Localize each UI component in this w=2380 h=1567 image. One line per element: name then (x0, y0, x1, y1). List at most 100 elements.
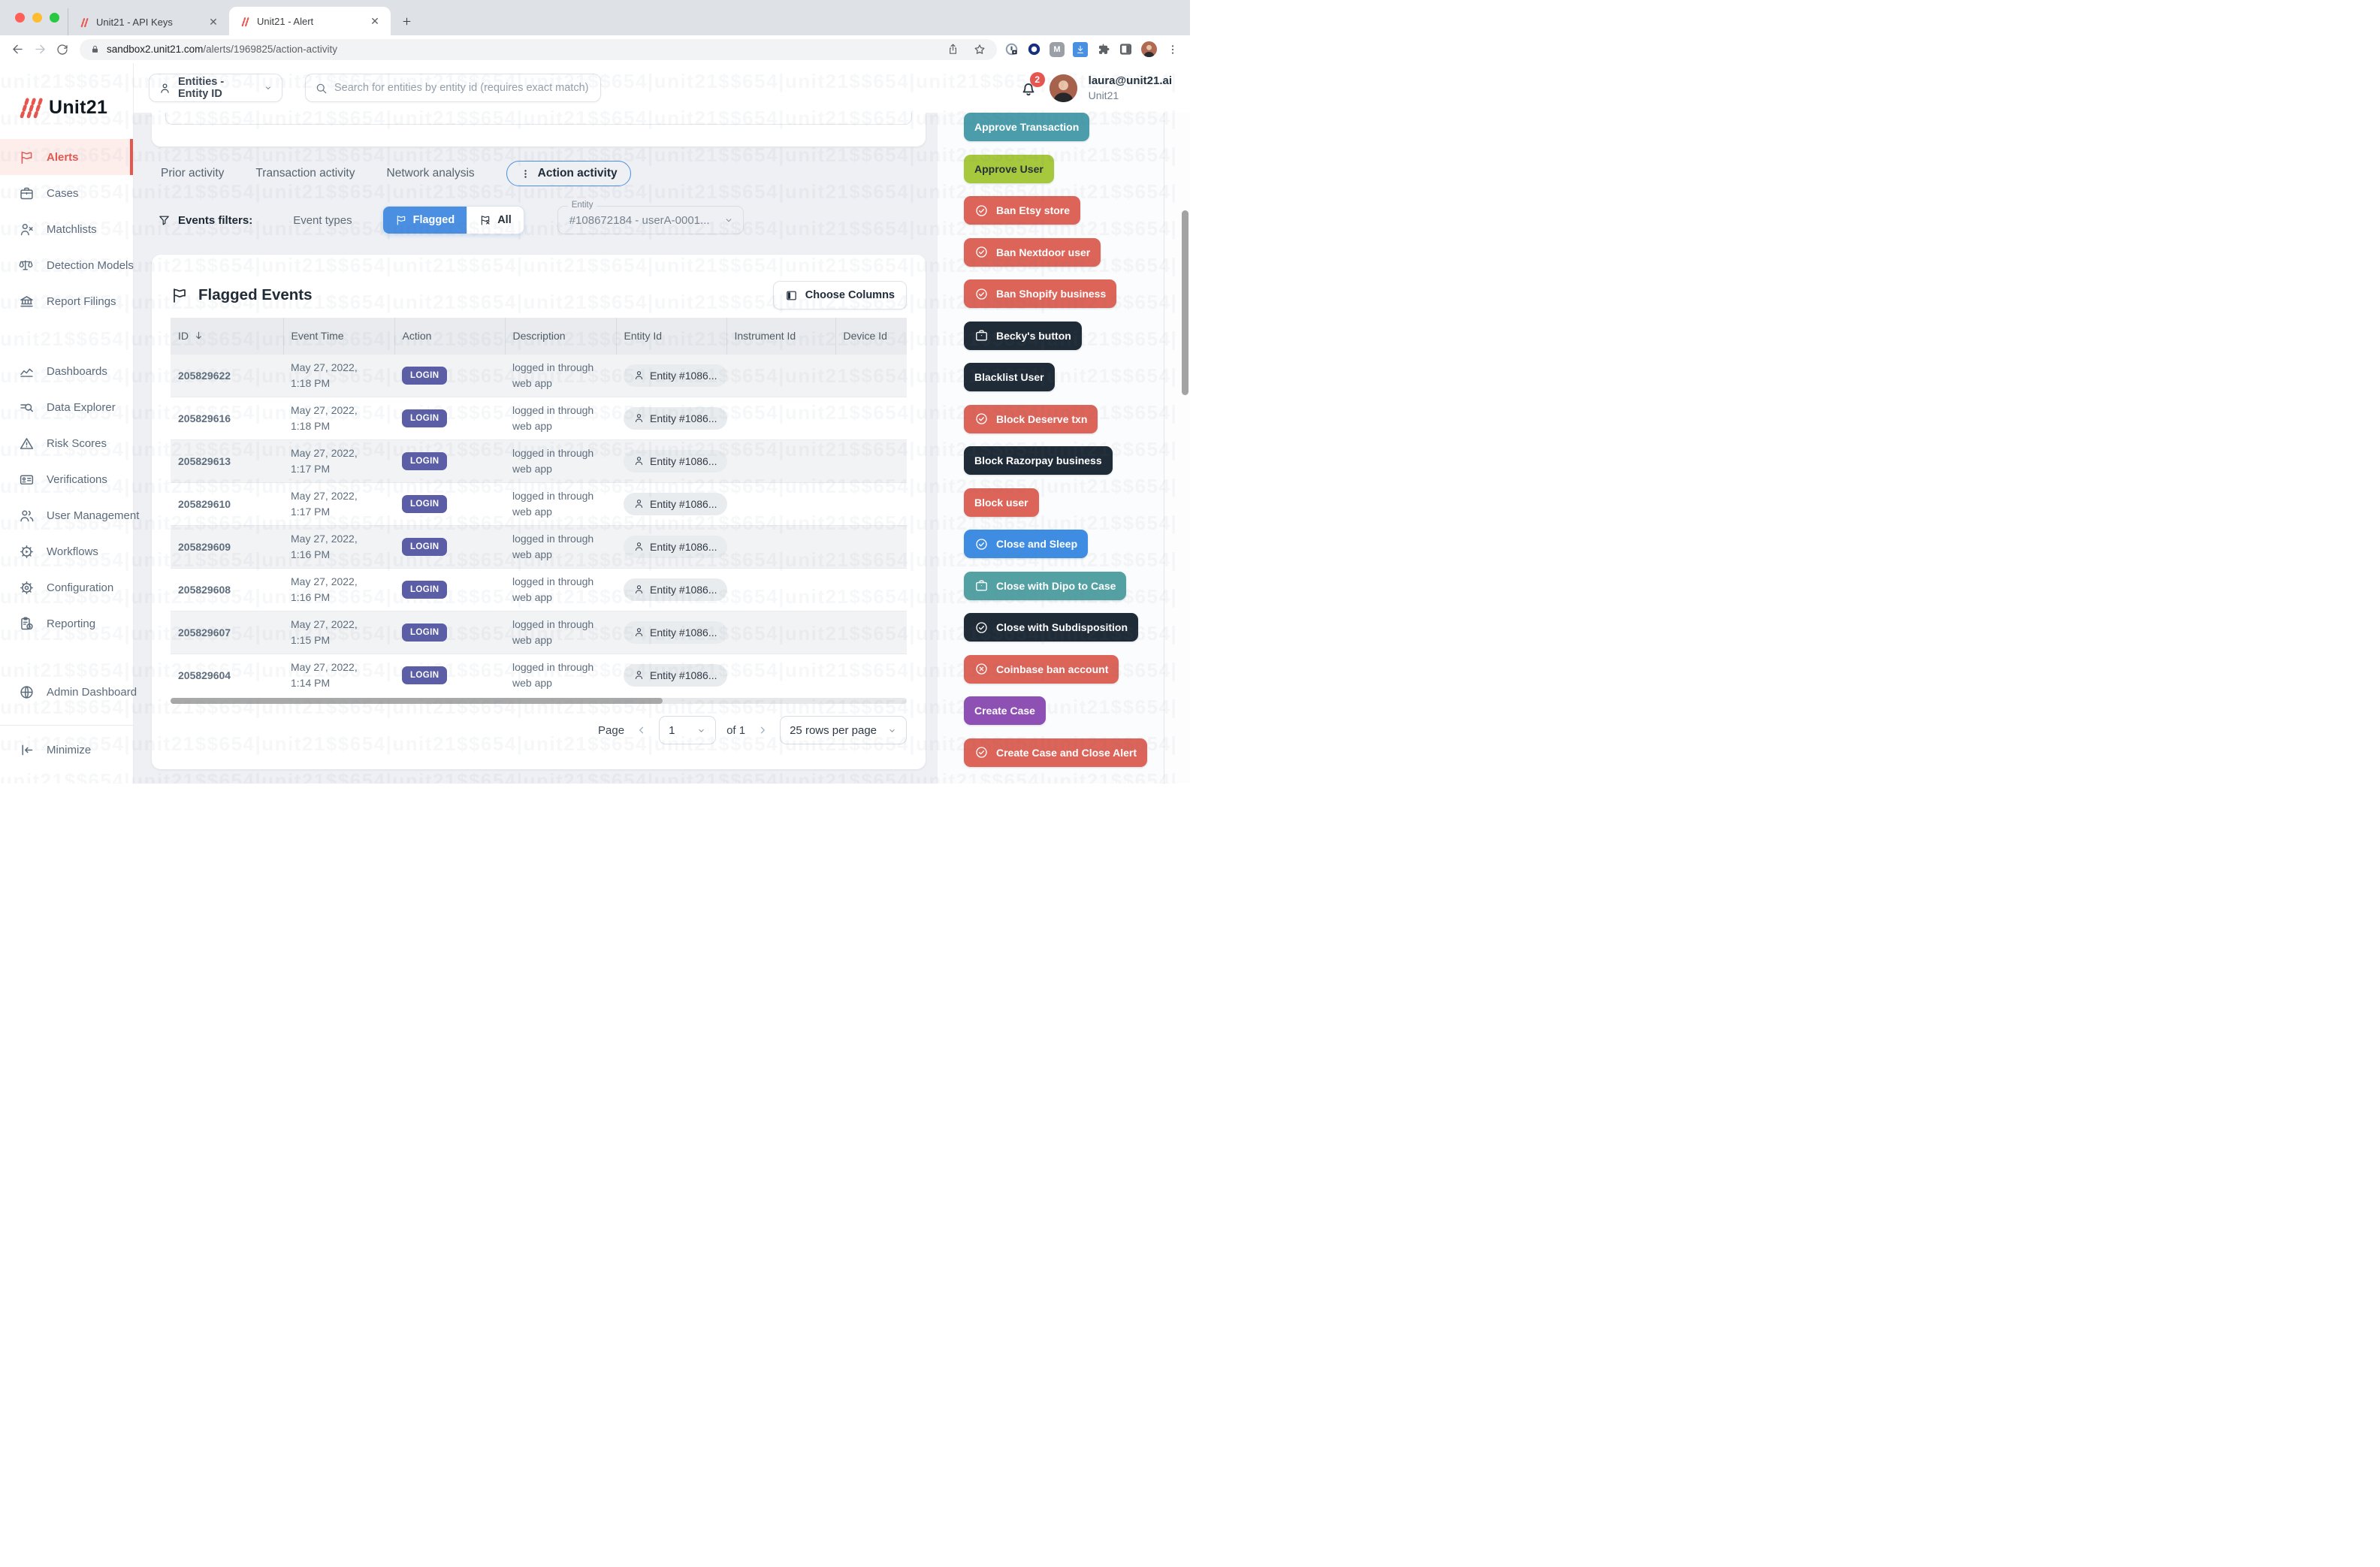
action-button[interactable]: Close with Dipo to Case (964, 571, 1127, 600)
table-row[interactable]: 205829616 May 27, 2022, 1:18 PM LOGIN lo… (171, 396, 907, 439)
onepassword-extension-icon[interactable] (1004, 42, 1019, 56)
browser-profile-avatar[interactable] (1141, 41, 1157, 57)
table-horizontal-scrollbar[interactable] (171, 698, 907, 704)
choose-columns-button[interactable]: Choose Columns (772, 281, 907, 309)
table-row[interactable]: 205829608 May 27, 2022, 1:16 PM LOGIN lo… (171, 567, 907, 611)
table-row[interactable]: 205829607 May 27, 2022, 1:15 PM LOGIN lo… (171, 610, 907, 654)
browser-tab-alert[interactable]: Unit21 - Alert ✕ (229, 7, 391, 35)
entity-pill[interactable]: Entity #1086... (624, 449, 727, 473)
tab-transaction-activity[interactable]: Transaction activity (255, 167, 355, 180)
minimize-window-button[interactable] (32, 13, 42, 23)
action-button[interactable]: Approve User (964, 154, 1054, 183)
action-button[interactable]: Create Case (964, 696, 1046, 725)
action-button[interactable]: Ban Shopify business (964, 279, 1117, 308)
action-button[interactable]: Create Case and Close Alert (964, 738, 1147, 767)
column-header-description[interactable]: Description (505, 318, 617, 354)
entity-pill[interactable]: Entity #1086... (624, 663, 727, 687)
tab-network-analysis[interactable]: Network analysis (386, 167, 475, 180)
address-bar[interactable]: sandbox2.unit21.com/alerts/1969825/actio… (80, 38, 997, 60)
circle-extension-icon[interactable] (1027, 42, 1041, 56)
column-header-instrument-id[interactable]: Instrument Id (726, 318, 836, 354)
all-filter-button[interactable]: All (467, 207, 524, 234)
next-page-icon[interactable] (756, 723, 769, 737)
new-tab-button[interactable] (395, 10, 418, 32)
entity-pill[interactable]: Entity #1086... (624, 578, 727, 601)
entity-pill[interactable]: Entity #1086... (624, 620, 727, 644)
action-button[interactable]: Close with Subdisposition (964, 613, 1138, 642)
action-button[interactable]: Block Razorpay business (964, 446, 1113, 475)
column-header-event-time[interactable]: Event Time (283, 318, 395, 354)
action-button[interactable]: Blacklist User (964, 363, 1055, 391)
sidebar-item-admin-dashboard[interactable]: Admin Dashboard (0, 674, 137, 710)
sidebar-minimize[interactable]: Minimize (0, 732, 133, 768)
sidebar-item-risk-scores[interactable]: Risk Scores (0, 425, 133, 461)
action-button[interactable]: Block user (964, 488, 1039, 517)
sidebar-item-detection-models[interactable]: Detection Models (0, 247, 134, 283)
sidebar-item-reporting[interactable]: Reporting (0, 605, 133, 642)
reload-button[interactable] (53, 40, 72, 59)
action-button[interactable]: Close and Sleep (964, 530, 1089, 558)
table-row[interactable]: 205829609 May 27, 2022, 1:16 PM LOGIN lo… (171, 524, 907, 568)
sidebar-item-configuration[interactable]: Configuration (0, 569, 133, 605)
column-header-id[interactable]: ID (171, 318, 284, 354)
entity-search[interactable] (305, 74, 601, 102)
browser-menu-icon[interactable] (1165, 42, 1179, 56)
entity-pill[interactable]: Entity #1086... (624, 406, 727, 430)
sidebar-item-verifications[interactable]: Verifications (0, 461, 133, 497)
extensions-puzzle-icon[interactable] (1096, 42, 1110, 56)
close-tab-icon[interactable]: ✕ (209, 15, 218, 28)
user-avatar[interactable] (1049, 74, 1077, 102)
column-header-action[interactable]: Action (394, 318, 506, 354)
grammarly-extension-icon[interactable]: M (1050, 41, 1065, 57)
tab-prior-activity[interactable]: Prior activity (161, 167, 225, 180)
sidebar-item-cases[interactable]: Cases (0, 175, 133, 211)
share-icon[interactable] (946, 42, 960, 56)
sidebar-item-matchlists[interactable]: Matchlists (0, 211, 133, 247)
close-window-button[interactable] (15, 13, 25, 23)
sidebar-item-report-filings[interactable]: Report Filings (0, 283, 133, 319)
action-button[interactable]: Becky's button (964, 321, 1082, 350)
action-button[interactable]: Ban Etsy store (964, 196, 1081, 225)
action-button[interactable]: Coinbase ban account (964, 654, 1119, 684)
entity-type-dropdown[interactable]: Entities - Entity ID (149, 74, 282, 102)
entity-pill[interactable]: Entity #1086... (624, 364, 727, 387)
action-button[interactable]: Ban Nextdoor user (964, 237, 1101, 267)
unit21-logo[interactable]: Unit21 (0, 63, 133, 129)
action-button[interactable]: Approve Transaction (964, 113, 1090, 141)
sidebar-item-workflows[interactable]: Workflows (0, 533, 133, 569)
entity-pill[interactable]: Entity #1086... (624, 535, 727, 558)
entity-filter-select[interactable]: Entity #108672184 - userA-0001... (557, 201, 744, 234)
sidebar-item-user-management[interactable]: User Management (0, 497, 139, 533)
table-row[interactable]: 205829622 May 27, 2022, 1:18 PM LOGIN lo… (171, 353, 907, 397)
window-controls[interactable] (15, 13, 59, 23)
sidebar-item-data-explorer[interactable]: Data Explorer (0, 389, 133, 425)
table-row[interactable]: 205829610 May 27, 2022, 1:17 PM LOGIN lo… (171, 482, 907, 525)
rows-per-page-select[interactable]: 25 rows per page (780, 716, 907, 744)
browser-tab-api-keys[interactable]: Unit21 - API Keys ✕ (68, 8, 229, 35)
action-button[interactable]: Block Deserve txn (964, 404, 1098, 433)
side-panel-icon[interactable] (1119, 42, 1133, 56)
zoom-window-button[interactable] (50, 13, 59, 23)
action-button-label: Block Deserve txn (996, 412, 1088, 425)
search-input[interactable] (334, 82, 591, 94)
column-header-device-id[interactable]: Device Id (835, 318, 907, 354)
flagged-filter-button[interactable]: Flagged (382, 207, 467, 234)
previous-page-icon[interactable] (635, 723, 648, 737)
scrollbar-thumb[interactable] (171, 698, 663, 704)
page-number-select[interactable]: 1 (659, 716, 717, 744)
close-tab-icon[interactable]: ✕ (370, 14, 379, 27)
sidebar-item-alerts[interactable]: Alerts (0, 139, 133, 175)
table-row[interactable]: 205829604 May 27, 2022, 1:14 PM LOGIN lo… (171, 653, 907, 696)
tab-action-activity[interactable]: Action activity (506, 161, 631, 186)
bookmark-star-icon[interactable] (972, 42, 986, 56)
table-row[interactable]: 205829613 May 27, 2022, 1:17 PM LOGIN lo… (171, 439, 907, 482)
column-header-entity-id[interactable]: Entity Id (616, 318, 727, 354)
downloader-extension-icon[interactable] (1073, 41, 1088, 57)
forward-button[interactable] (30, 40, 50, 59)
entity-pill[interactable]: Entity #1086... (624, 492, 727, 515)
event-entity-cell: Entity #1086... (616, 524, 727, 568)
window-scrollbar[interactable] (1182, 210, 1188, 395)
notifications-bell[interactable]: 2 (1019, 72, 1045, 98)
back-button[interactable] (8, 40, 27, 59)
sidebar-item-dashboards[interactable]: Dashboards (0, 353, 133, 389)
